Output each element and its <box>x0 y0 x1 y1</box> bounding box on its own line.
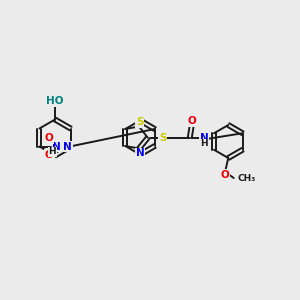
Text: S: S <box>136 117 143 127</box>
Text: CH₃: CH₃ <box>237 174 255 183</box>
Text: H: H <box>200 140 208 148</box>
Text: N: N <box>200 133 208 143</box>
Text: O: O <box>221 170 230 180</box>
Text: N: N <box>136 148 145 158</box>
Text: HO: HO <box>46 97 64 106</box>
Text: N: N <box>52 142 61 152</box>
Text: H: H <box>49 148 56 157</box>
Text: O: O <box>188 116 196 126</box>
Text: O: O <box>44 133 53 143</box>
Text: S: S <box>159 133 166 143</box>
Text: O: O <box>44 150 53 160</box>
Text: N: N <box>63 142 72 152</box>
